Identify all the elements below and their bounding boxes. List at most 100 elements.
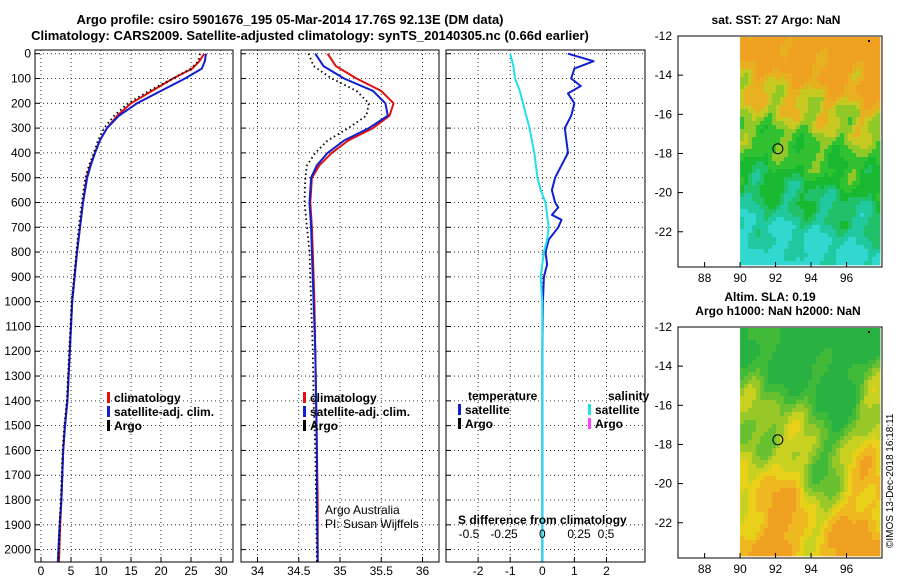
heatmap-cell [768,97,773,102]
heatmap-cell [856,117,861,122]
heatmap-cell [864,452,869,457]
heatmap-cell [864,404,869,409]
heatmap-cell [796,444,801,449]
heatmap-cell [840,400,845,405]
heatmap-cell [820,420,825,425]
heatmap-cell [748,129,753,134]
heatmap-cell [796,376,801,381]
heatmap-cell [788,41,793,46]
heatmap-cell [872,444,877,449]
heatmap-cell [792,217,797,222]
heatmap-cell [852,57,857,62]
heatmap-cell [860,500,865,505]
heatmap-cell [788,552,793,557]
heatmap-cell [776,484,781,489]
heatmap-cell [864,221,869,226]
heatmap-cell [772,540,777,545]
heatmap-cell [808,504,813,509]
heatmap-cell [780,165,785,170]
heatmap-cell [848,364,853,369]
heatmap-cell [876,520,881,525]
heatmap-cell [744,161,749,166]
heatmap-cell [840,360,845,365]
heatmap-cell [812,81,817,86]
heatmap-cell [836,117,841,122]
heatmap-cell [808,125,813,130]
heatmap-cell [772,440,777,445]
heatmap-cell [816,153,821,158]
heatmap-cell [876,360,881,365]
heatmap-cell [864,376,869,381]
heatmap-cell [820,380,825,385]
heatmap-cell [804,504,809,509]
heatmap-cell [780,85,785,90]
heatmap-cell [864,93,869,98]
heatmap-cell [764,356,769,361]
heatmap-cell [776,133,781,138]
heatmap-cell [864,532,869,537]
heatmap-cell [848,97,853,102]
heatmap-cell [852,476,857,481]
heatmap-cell [820,412,825,417]
heatmap-cell [860,165,865,170]
heatmap-cell [856,177,861,182]
heatmap-cell [760,408,765,413]
heatmap-cell [808,340,813,345]
heatmap-cell [796,472,801,477]
heatmap-cell [744,109,749,114]
heatmap-cell [740,368,745,373]
heatmap-cell [776,45,781,50]
heatmap-cell [760,77,765,82]
heatmap-cell [796,81,801,86]
heatmap-cell [772,492,777,497]
heatmap-cell [800,261,805,266]
heatmap-cell [776,197,781,202]
heatmap-cell [828,101,833,106]
heatmap-cell [840,448,845,453]
heatmap-cell [840,368,845,373]
heatmap-cell [864,372,869,377]
heatmap-cell [752,360,757,365]
heatmap-cell [860,261,865,266]
heatmap-cell [824,97,829,102]
heatmap-cell [768,109,773,114]
heatmap-cell [800,61,805,66]
heatmap-cell [788,209,793,214]
heatmap-cell [856,340,861,345]
heatmap-cell [812,121,817,126]
heatmap-cell [828,432,833,437]
heatmap-cell [808,472,813,477]
heatmap-cell [796,109,801,114]
float-position-marker [772,434,784,446]
heatmap-cell [788,344,793,349]
heatmap-cell [872,205,877,210]
heatmap-cell [824,237,829,242]
heatmap-cell [748,344,753,349]
heatmap-cell [744,169,749,174]
heatmap-cell [816,384,821,389]
heatmap-cell [796,85,801,90]
heatmap-cell [824,89,829,94]
heatmap-cell [816,452,821,457]
heatmap-cell [832,524,837,529]
heatmap-cell [756,404,761,409]
heatmap-cell [752,197,757,202]
heatmap-cell [832,344,837,349]
heatmap-cell [820,480,825,485]
heatmap-cell [772,548,777,553]
heatmap-cell [780,552,785,557]
heatmap-cell [796,105,801,110]
heatmap-cell [816,412,821,417]
heatmap-cell [876,165,881,170]
heatmap-cell [868,233,873,238]
heatmap-cell [800,396,805,401]
heatmap-cell [812,404,817,409]
heatmap-cell [868,464,873,469]
heatmap-cell [788,356,793,361]
heatmap-cell [744,201,749,206]
heatmap-cell [840,356,845,361]
heatmap-cell [860,524,865,529]
heatmap-cell [864,41,869,46]
heatmap-cell [792,193,797,198]
heatmap-cell [848,476,853,481]
